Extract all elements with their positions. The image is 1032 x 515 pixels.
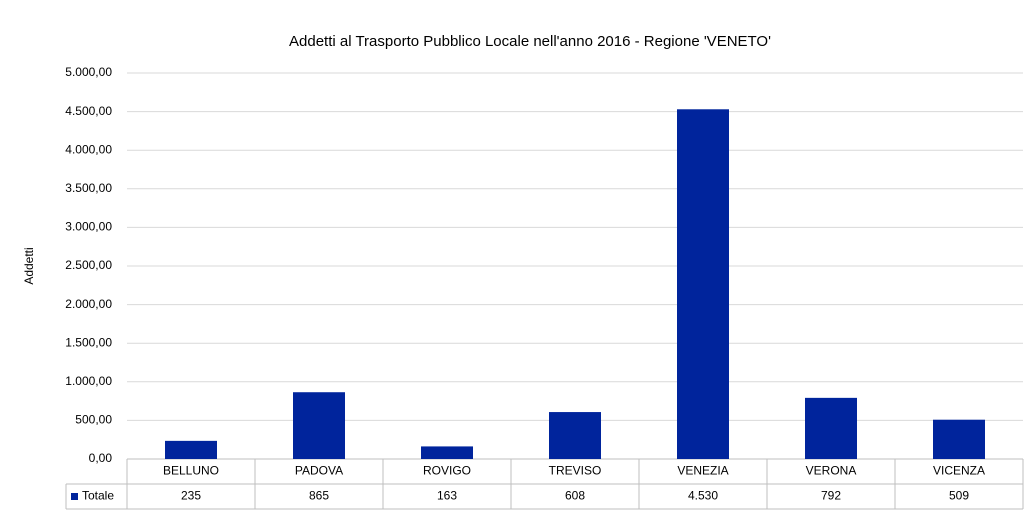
x-tick-label: ROVIGO <box>423 464 471 478</box>
table-value: 235 <box>181 489 201 503</box>
x-tick-label: VICENZA <box>933 464 985 478</box>
x-tick-label: VERONA <box>806 464 857 478</box>
x-tick-label: VENEZIA <box>677 464 728 478</box>
table-value: 4.530 <box>688 489 718 503</box>
y-tick-label: 4.000,00 <box>65 142 112 156</box>
y-tick-label: 3.000,00 <box>65 220 112 234</box>
bar <box>421 446 473 459</box>
y-tick-label: 1.500,00 <box>65 335 112 349</box>
bar <box>805 397 857 459</box>
y-tick-label: 500,00 <box>75 413 112 427</box>
legend-swatch <box>71 493 78 500</box>
x-tick-label: PADOVA <box>295 464 343 478</box>
chart-title: Addetti al Trasporto Pubblico Locale nel… <box>289 33 771 50</box>
y-tick-label: 2.500,00 <box>65 258 112 272</box>
y-tick-label: 4.500,00 <box>65 104 112 118</box>
table-value: 792 <box>821 489 841 503</box>
x-tick-label: TREVISO <box>549 464 602 478</box>
bar <box>165 440 217 459</box>
bar <box>677 109 729 459</box>
legend-label: Totale <box>82 489 114 503</box>
y-tick-label: 0,00 <box>89 451 113 465</box>
y-tick-label: 3.500,00 <box>65 181 112 195</box>
y-tick-label: 5.000,00 <box>65 65 112 79</box>
y-tick-label: 2.000,00 <box>65 297 112 311</box>
bar <box>293 392 345 459</box>
bar <box>933 419 985 459</box>
table-value: 163 <box>437 489 457 503</box>
x-tick-label: BELLUNO <box>163 464 219 478</box>
bar <box>549 412 601 459</box>
table-value: 865 <box>309 489 329 503</box>
table-value: 509 <box>949 489 969 503</box>
y-axis-label: Addetti <box>22 247 36 284</box>
table-value: 608 <box>565 489 585 503</box>
y-tick-label: 1.000,00 <box>65 374 112 388</box>
